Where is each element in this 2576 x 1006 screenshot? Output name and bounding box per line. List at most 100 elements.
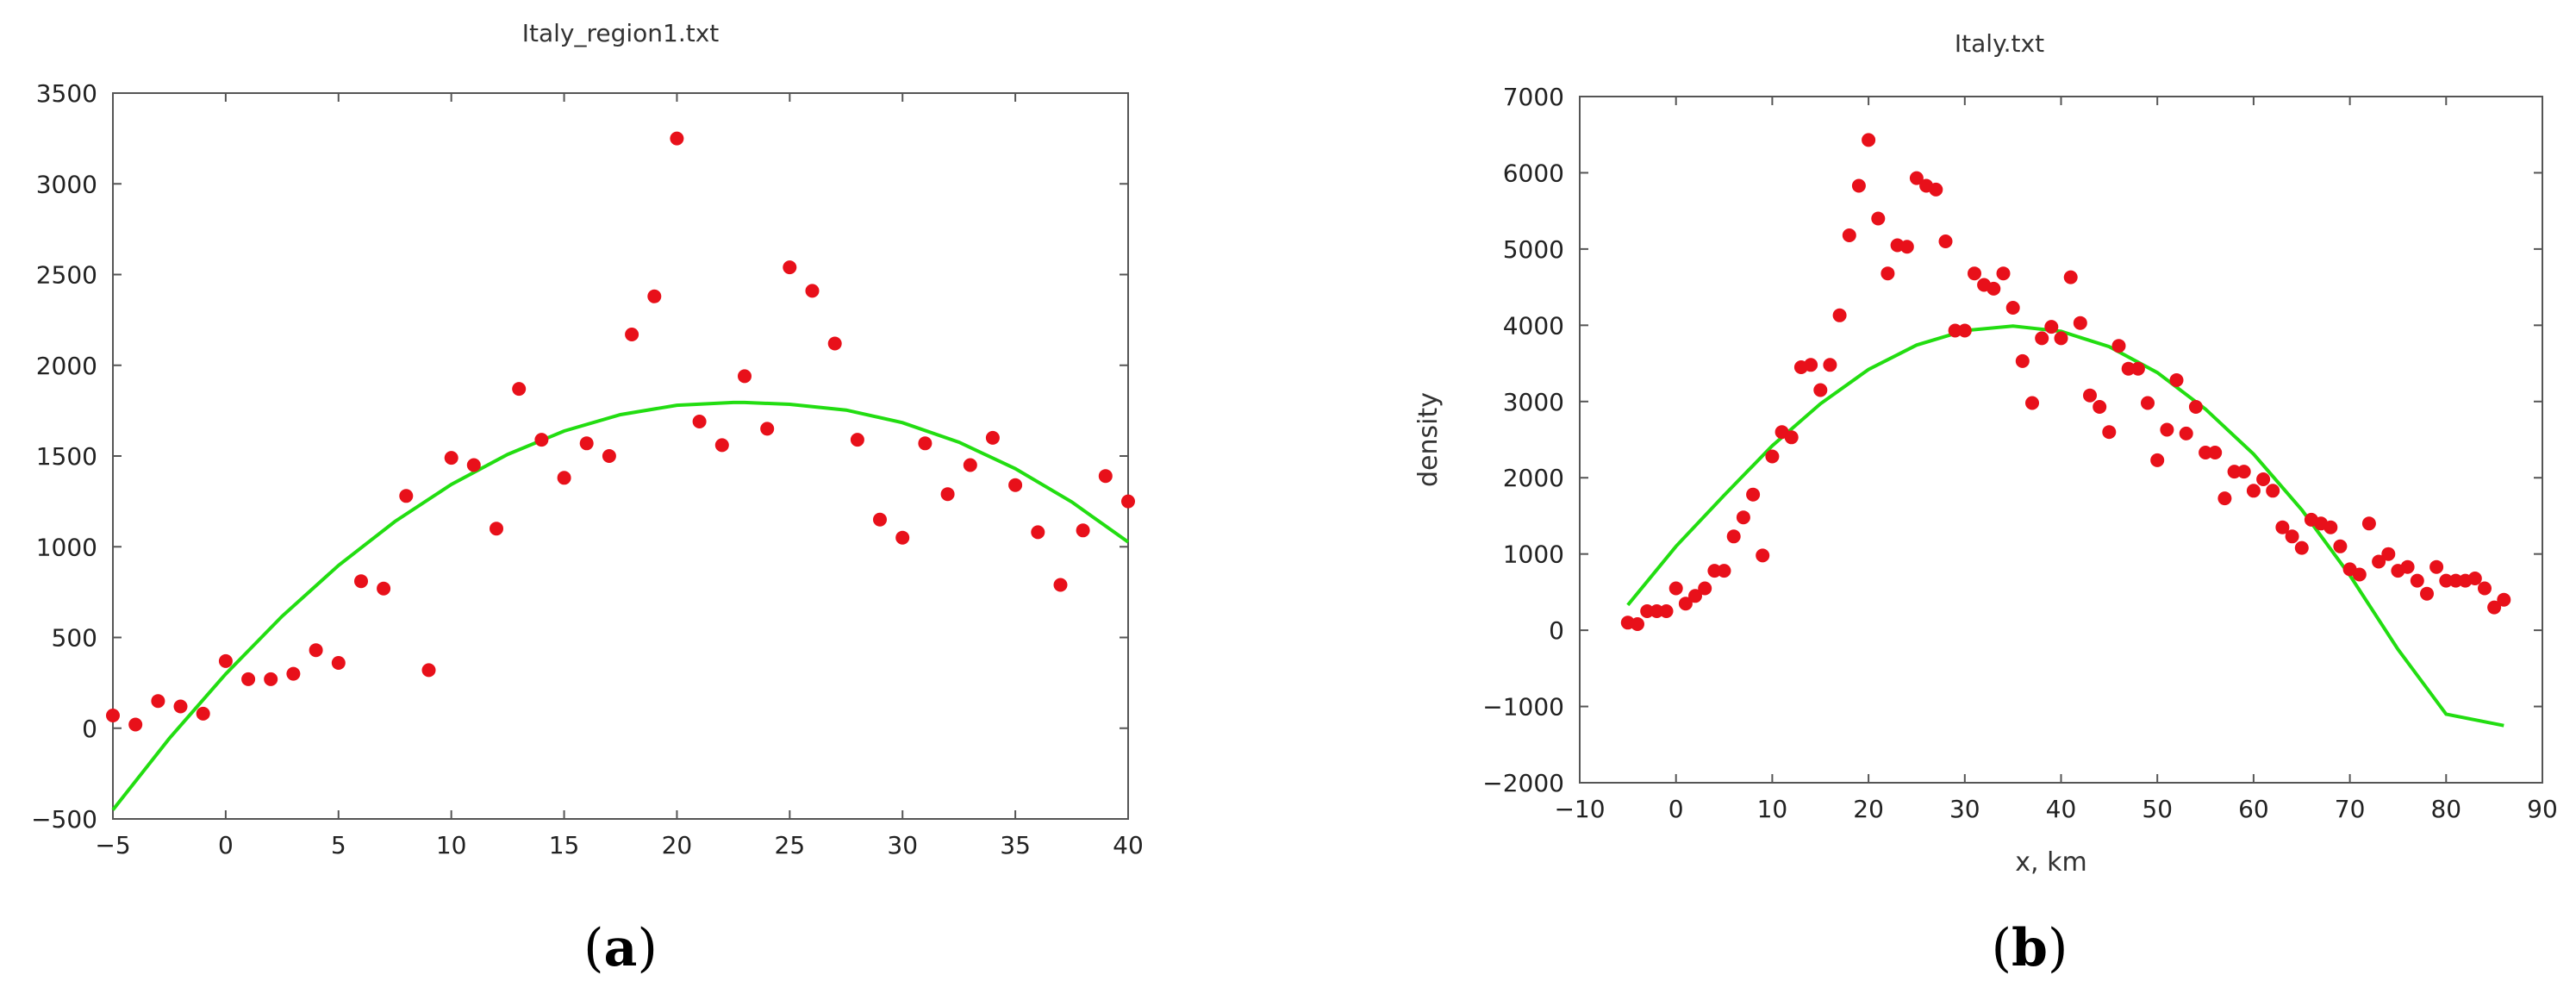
data-point (1968, 266, 1981, 281)
data-point (1746, 487, 1761, 502)
y-tick-label: 0 (1549, 616, 1564, 645)
x-tick-label: 25 (775, 831, 806, 859)
y-tick-label: 1000 (36, 533, 97, 561)
data-point (895, 530, 910, 545)
data-point (1098, 469, 1113, 484)
data-point (2044, 320, 2059, 334)
data-point (692, 415, 707, 428)
x-tick-label: 50 (2142, 795, 2173, 823)
data-point (377, 581, 391, 596)
y-tick-label: 3000 (1503, 388, 1564, 416)
data-point (466, 458, 481, 472)
data-point (1929, 182, 1943, 197)
data-point (2054, 331, 2068, 346)
data-point (805, 284, 820, 298)
y-tick-label: 0 (82, 715, 97, 743)
data-point (2478, 581, 2492, 596)
panel-letter-a: a (604, 918, 638, 978)
data-point (1862, 133, 1876, 147)
data-point (1668, 581, 1683, 596)
data-point (1678, 597, 1693, 611)
data-point (1881, 266, 1895, 281)
chart-title-b: Italy.txt (1955, 29, 2044, 58)
data-point (1899, 240, 1914, 254)
data-point (2266, 484, 2280, 498)
data-point (1076, 523, 1090, 538)
x-tick-label: 80 (2430, 795, 2461, 823)
data-point (1698, 581, 1712, 596)
x-tick-label: −10 (1554, 795, 1605, 823)
data-point (218, 653, 233, 668)
chart-panel-b: Italy.txt −10 0 10 20 30 40 50 60 70 80 90−2000−10… (1413, 29, 2558, 978)
x-tick-label: 10 (1757, 795, 1788, 823)
data-point (331, 656, 346, 670)
data-point (940, 487, 955, 502)
fit-curve (111, 400, 1130, 811)
data-point (309, 643, 323, 658)
fit-curve-group-a (111, 400, 1130, 811)
data-point (760, 422, 775, 436)
data-point (2275, 520, 2290, 534)
data-point (2236, 465, 2251, 479)
data-point (1031, 525, 1045, 540)
data-point (625, 328, 639, 341)
y-tick-label: −1000 (1482, 693, 1564, 722)
data-point (2381, 547, 2396, 561)
data-point (670, 131, 684, 146)
data-point (738, 369, 752, 384)
data-point (1938, 234, 1953, 248)
data-point (421, 663, 436, 678)
data-point (1813, 383, 1828, 397)
data-point (173, 699, 188, 714)
data-point (2217, 491, 2232, 506)
data-point (534, 433, 549, 447)
data-point (1726, 529, 1741, 544)
plot-frame-a (112, 92, 1129, 820)
data-point (2429, 559, 2444, 574)
chart-panel-a: Italy_region1.txt −5 0 5 10 15 20 25 30 35 40 −500… (31, 19, 1144, 978)
data-point (1631, 617, 1644, 631)
data-point (2035, 331, 2049, 346)
data-point (714, 438, 729, 453)
data-point (2025, 396, 2039, 410)
data-point (2093, 400, 2107, 414)
x-tick-label: 15 (549, 831, 580, 859)
plot-frame-b (1579, 96, 2543, 784)
data-point (286, 666, 301, 681)
data-point (1008, 478, 1023, 492)
y-tick-label: 2000 (1503, 464, 1564, 492)
data-point (647, 289, 662, 303)
data-point (2160, 422, 2174, 437)
data-point (850, 433, 864, 447)
x-tick-label: −5 (95, 831, 130, 859)
data-point (1987, 281, 2001, 296)
x-tick-label: 30 (1949, 795, 1980, 823)
data-point (783, 260, 797, 275)
x-tick-label: 20 (662, 831, 693, 859)
data-point (2102, 425, 2117, 440)
y-tick-label: 5000 (1503, 235, 1564, 264)
data-point (264, 672, 278, 686)
x-tick-label: 0 (1668, 795, 1684, 823)
data-points-group-a (106, 131, 1135, 732)
data-point (2285, 529, 2299, 544)
y-tick-label: 4000 (1503, 311, 1564, 340)
data-point (1871, 211, 1886, 226)
data-point (1650, 604, 1664, 618)
data-point (2294, 540, 2309, 555)
x-axis-label-b: x, km (2015, 847, 2086, 878)
data-point (196, 706, 210, 721)
y-tick-label: −500 (31, 805, 97, 834)
data-point (2487, 600, 2502, 615)
data-point (2361, 516, 2376, 531)
y-tick-label: 6000 (1503, 159, 1564, 187)
data-point (151, 694, 165, 709)
data-point (2015, 353, 2030, 368)
x-tick-label: 10 (436, 831, 467, 859)
y-tick-label: 2500 (36, 261, 97, 290)
tick-group-a: −5 0 5 10 15 20 25 30 35 40 −500 0 500 1000 1500 2000 25… (31, 79, 1144, 859)
data-point (1717, 564, 1731, 578)
data-point (444, 451, 458, 466)
data-point (2208, 446, 2223, 459)
y-tick-label: 7000 (1503, 83, 1564, 111)
